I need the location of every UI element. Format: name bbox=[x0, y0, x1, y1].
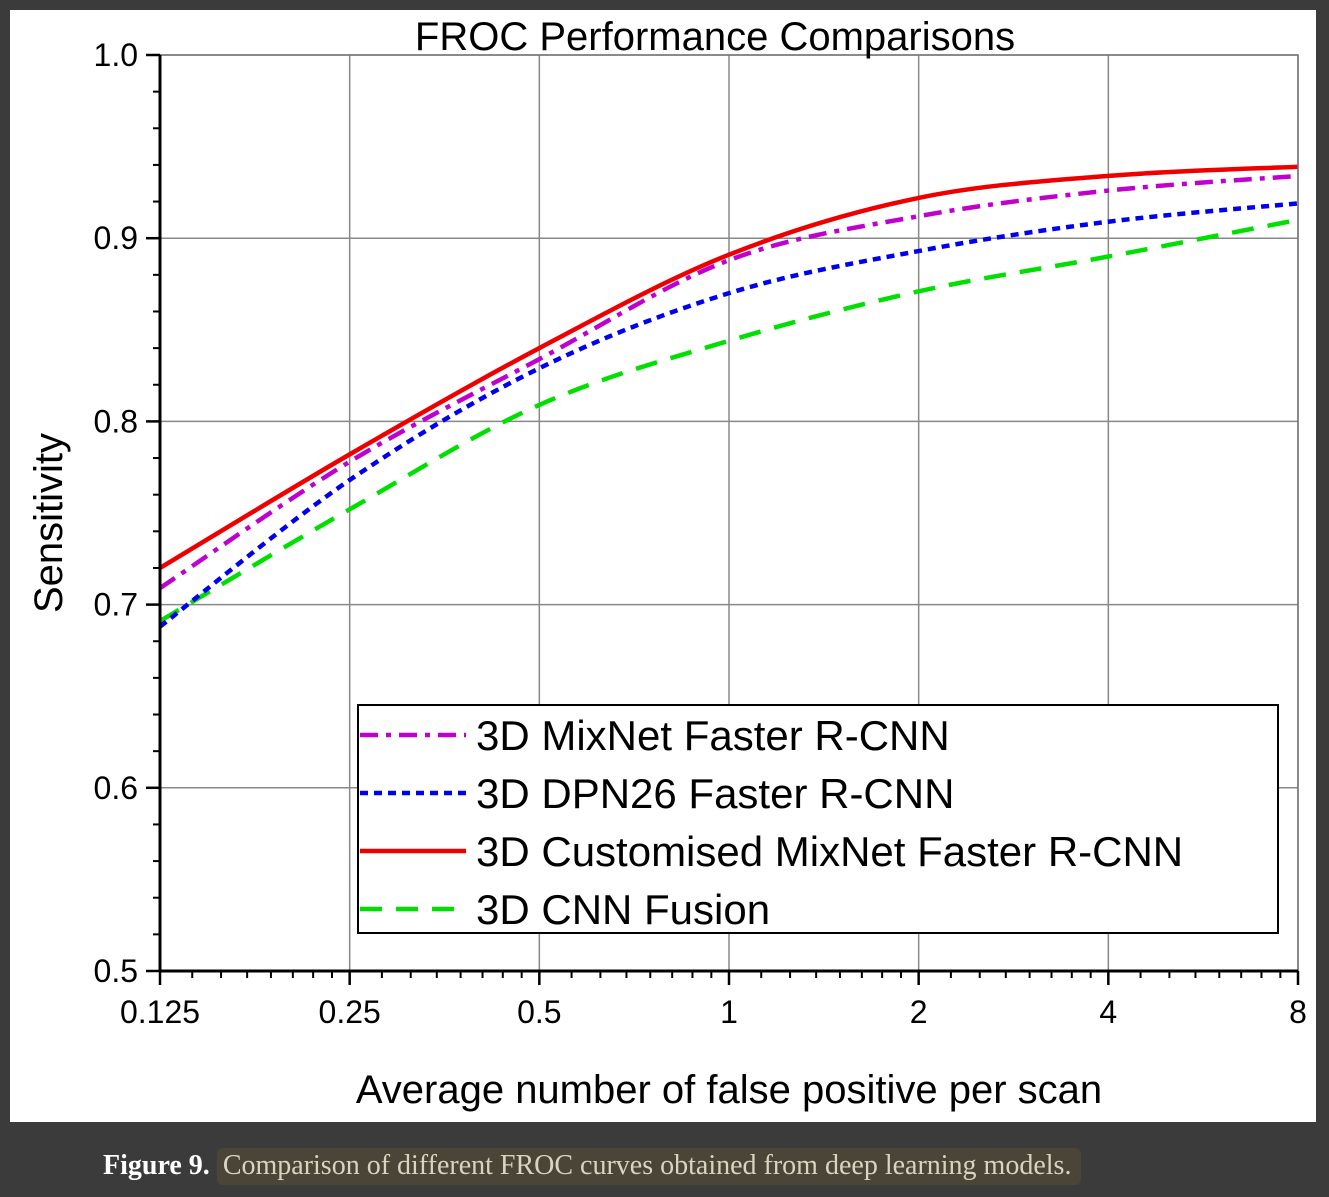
y-tick-label: 0.5 bbox=[94, 953, 138, 989]
y-tick-label: 0.9 bbox=[94, 220, 138, 256]
legend-box bbox=[357, 704, 1279, 934]
tick-labels: 0.125 0.25 0.5 1 2 4 8 0.5 0.6 0.7 0.8 0.9 1.0 bbox=[94, 37, 1307, 1030]
legend-label: 3D MixNet Faster R-CNN bbox=[476, 712, 950, 759]
series-line-3d-mixnet-faster-r-cnn bbox=[158, 173, 1299, 590]
x-tick-label: 1 bbox=[720, 994, 738, 1030]
y-tick-label: 1.0 bbox=[94, 37, 138, 73]
froc-chart: 0.125 0.25 0.5 1 2 4 8 0.5 0.6 0.7 0.8 0.9 1.0 FROC … bbox=[27, 15, 1307, 1112]
x-tick-label: 0.25 bbox=[319, 994, 381, 1030]
x-tick-label: 2 bbox=[910, 994, 928, 1030]
x-tick-label: 0.125 bbox=[120, 994, 200, 1030]
legend-label: 3D Customised MixNet Faster R-CNN bbox=[476, 828, 1183, 875]
legend: 3D MixNet Faster R-CNN 3D DPN26 Faster R-… bbox=[357, 704, 1279, 934]
caption-label: Figure 9. bbox=[103, 1150, 210, 1181]
series-lines bbox=[158, 164, 1299, 629]
chart-title: FROC Performance Comparisons bbox=[415, 15, 1015, 59]
figure-caption: Figure 9. Comparison of different FROC c… bbox=[103, 1148, 1082, 1185]
legend-label: 3D CNN Fusion bbox=[476, 886, 770, 933]
series-line-3d-cnn-fusion bbox=[158, 217, 1299, 624]
x-tick-label: 4 bbox=[1099, 994, 1117, 1030]
x-tick-label: 0.5 bbox=[517, 994, 561, 1030]
y-axis-label: Sensitivity bbox=[27, 433, 71, 613]
figure-panel: 0.125 0.25 0.5 1 2 4 8 0.5 0.6 0.7 0.8 0.9 1.0 FROC … bbox=[10, 10, 1316, 1122]
legend-label: 3D DPN26 Faster R-CNN bbox=[476, 770, 954, 817]
caption-text: Comparison of different FROC curves obta… bbox=[216, 1148, 1082, 1185]
x-tick-label: 8 bbox=[1289, 994, 1307, 1030]
y-tick-label: 0.6 bbox=[94, 770, 138, 806]
axes bbox=[146, 53, 1300, 985]
series-line-3d-dpn26-faster-r-cnn bbox=[158, 201, 1299, 629]
y-tick-label: 0.7 bbox=[94, 587, 138, 623]
x-axis-label: Average number of false positive per sca… bbox=[356, 1068, 1102, 1112]
series-line-3d-customised-mixnet-faster-r-cnn bbox=[158, 164, 1299, 570]
y-tick-label: 0.8 bbox=[94, 403, 138, 439]
